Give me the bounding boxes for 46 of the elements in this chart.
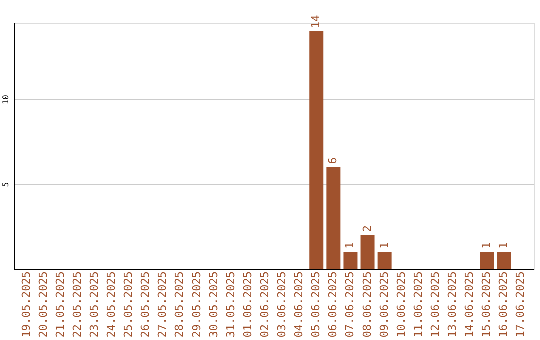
x-tick-label: 11.06.2025 bbox=[412, 272, 425, 338]
x-tick-label: 15.06.2025 bbox=[480, 272, 494, 338]
x-tick-label: 22.05.2025 bbox=[70, 272, 84, 338]
y-tick-label: 10 bbox=[2, 94, 10, 105]
y-tick-label: 5 bbox=[2, 182, 10, 188]
x-tick-label: 19.05.2025 bbox=[20, 272, 33, 338]
bar bbox=[378, 252, 392, 269]
data-label: 1 bbox=[344, 242, 357, 250]
bar bbox=[344, 252, 358, 269]
x-tick-label: 06.06.2025 bbox=[326, 272, 340, 338]
x-tick-label: 16.06.2025 bbox=[497, 272, 510, 338]
x-tick-label: 02.06.2025 bbox=[258, 272, 272, 338]
x-tick-label: 27.05.2025 bbox=[156, 272, 170, 338]
x-tick-label: 23.05.2025 bbox=[88, 272, 101, 338]
data-label: 6 bbox=[326, 158, 340, 164]
x-tick-label: 13.06.2025 bbox=[446, 272, 460, 338]
x-tick-label: 29.05.2025 bbox=[190, 272, 204, 338]
x-tick-label: 12.06.2025 bbox=[428, 272, 442, 338]
x-tick-label: 04.06.2025 bbox=[292, 272, 306, 338]
bar bbox=[326, 167, 341, 269]
x-tick-label: 21.05.2025 bbox=[54, 272, 67, 338]
x-tick-label: 31.05.2025 bbox=[224, 272, 238, 338]
data-label: 1 bbox=[497, 242, 510, 250]
bar bbox=[310, 31, 324, 269]
x-tick-label: 07.06.2025 bbox=[344, 272, 357, 338]
x-tick-label: 28.05.2025 bbox=[173, 272, 186, 338]
x-tick-label: 03.06.2025 bbox=[276, 272, 289, 338]
x-tick-label: 05.06.2025 bbox=[310, 272, 323, 338]
x-tick-label: 20.05.2025 bbox=[36, 272, 50, 338]
x-tick-label: 17.06.2025 bbox=[514, 272, 528, 338]
data-label: 1 bbox=[378, 242, 391, 250]
data-label: 2 bbox=[360, 225, 374, 232]
data-label: 14 bbox=[310, 14, 323, 28]
bar bbox=[360, 235, 375, 269]
x-tick-label: 24.05.2025 bbox=[105, 272, 118, 338]
x-tick-label: 09.06.2025 bbox=[378, 272, 391, 338]
x-tick-label: 10.06.2025 bbox=[394, 272, 408, 338]
x-tick-label: 01.06.2025 bbox=[241, 272, 254, 338]
x-tick-label: 30.05.2025 bbox=[207, 272, 220, 338]
bar bbox=[480, 252, 494, 269]
x-tick-label: 25.05.2025 bbox=[122, 272, 136, 338]
x-tick-label: 14.06.2025 bbox=[463, 272, 476, 338]
x-tick-label: 08.06.2025 bbox=[360, 272, 374, 338]
bar bbox=[497, 252, 512, 269]
data-label: 1 bbox=[480, 242, 494, 250]
x-tick-label: 26.05.2025 bbox=[139, 272, 152, 338]
